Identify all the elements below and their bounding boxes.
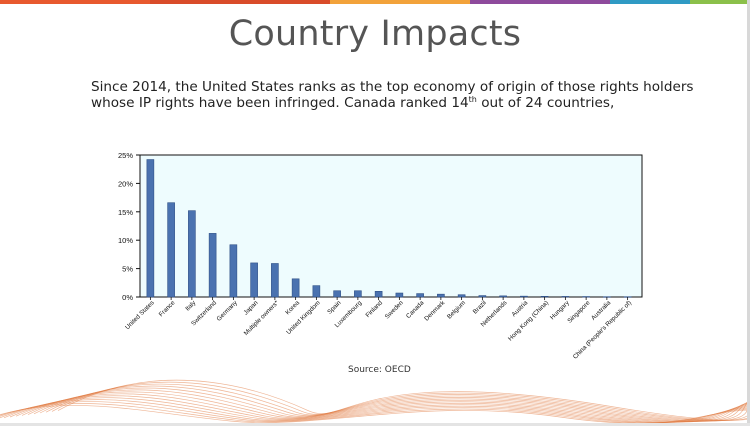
bar <box>271 263 279 298</box>
bar <box>478 295 487 298</box>
x-tick-label: Denmark <box>423 299 447 323</box>
decorative-wave-line <box>45 383 750 422</box>
y-tick-label: 20% <box>118 179 133 188</box>
right-edge-divider <box>747 0 750 426</box>
bar <box>540 296 549 298</box>
x-tick-label: France <box>158 299 177 318</box>
decorative-wave-line <box>15 393 750 423</box>
y-tick-label: 15% <box>118 208 133 217</box>
x-tick-label: Brazil <box>472 299 488 315</box>
bar <box>208 233 217 298</box>
bar <box>312 285 321 298</box>
top-bar-segment <box>610 0 690 4</box>
bar <box>499 295 507 298</box>
top-bar-segment <box>0 0 150 4</box>
decorative-wave-line <box>51 381 750 421</box>
x-tick-label: Sweden <box>384 299 405 320</box>
decorative-wave-line <box>9 395 750 423</box>
bar <box>229 244 238 298</box>
x-tick-label: Singapore <box>566 299 592 325</box>
source-note: Source: OECD <box>348 365 411 375</box>
x-tick-label: Hong Kong (China) <box>507 299 550 342</box>
bar <box>561 296 570 298</box>
bar <box>188 210 196 298</box>
bar <box>250 262 258 298</box>
subtitle-line-2-start: whose IP rights have been infringed. Can… <box>91 95 469 111</box>
decorative-wave-line <box>0 399 750 424</box>
x-tick-label: Germany <box>216 299 240 323</box>
x-tick-label: Finland <box>364 299 384 319</box>
bar <box>291 278 300 298</box>
x-tick-label: Italy <box>184 299 198 313</box>
decorative-wave-line <box>33 387 750 422</box>
x-tick-label: Belgium <box>446 299 467 320</box>
bottom-edge-divider <box>0 423 750 426</box>
y-tick-label: 5% <box>122 265 133 274</box>
bar <box>333 290 341 298</box>
slide-subtitle: Since 2014, the United States ranks as t… <box>91 79 711 111</box>
decorative-wave-line <box>3 397 750 423</box>
x-tick-label: Austria <box>510 299 529 318</box>
x-tick-label: Korea <box>284 299 301 316</box>
x-tick-label: Japan <box>242 299 259 316</box>
decorative-wave-line <box>0 401 750 424</box>
bar <box>457 294 466 298</box>
bar <box>416 293 424 298</box>
bar <box>354 290 362 298</box>
top-bar-segment <box>150 0 330 4</box>
decorative-wave-line <box>27 389 750 422</box>
y-tick-label: 25% <box>118 151 133 160</box>
subtitle-line-2-end: out of 24 countries, <box>476 95 615 111</box>
top-bar-segment <box>690 0 750 4</box>
bar <box>167 202 175 298</box>
slide-title: Country Impacts <box>228 14 522 54</box>
top-bar-segment <box>330 0 470 4</box>
plot-area <box>139 154 643 298</box>
bar <box>437 293 445 298</box>
bar <box>146 159 155 298</box>
decorative-wave-line <box>39 385 750 422</box>
bar <box>520 295 528 298</box>
decorative-wave-line <box>21 391 750 423</box>
top-bar-segment <box>470 0 610 4</box>
y-tick-label: 10% <box>118 236 133 245</box>
x-tick-label: Spain <box>326 299 343 316</box>
x-tick-label: United States <box>124 299 156 331</box>
subtitle-line-2: whose IP rights have been infringed. Can… <box>91 95 711 111</box>
bar <box>395 292 404 298</box>
bar <box>374 291 383 298</box>
subtitle-ordinal-suffix: th <box>468 95 477 104</box>
subtitle-line-1: Since 2014, the United States ranks as t… <box>91 79 694 95</box>
y-tick-label: 0% <box>122 293 133 302</box>
decorative-wave-line <box>57 379 750 421</box>
